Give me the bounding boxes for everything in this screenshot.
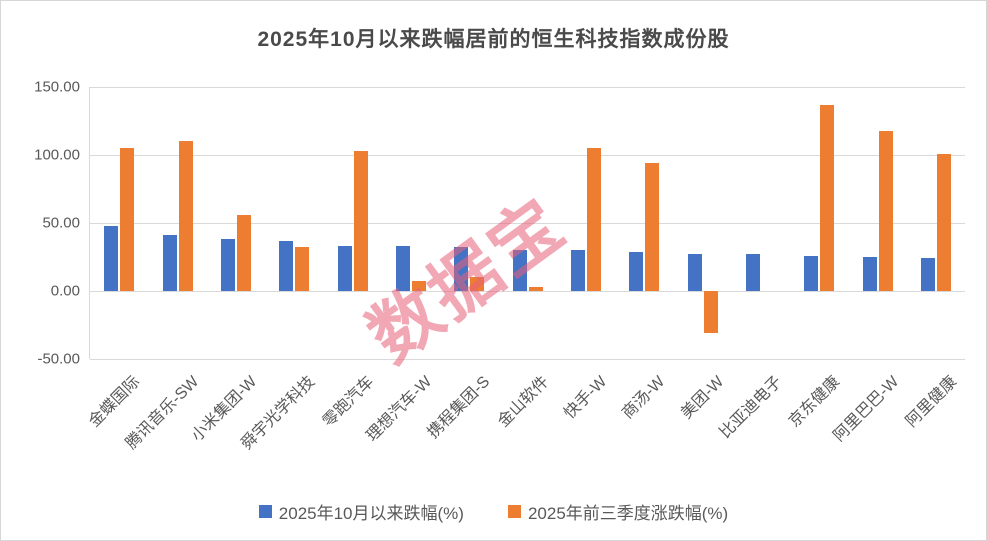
bar-decline-阿里健康: [920, 258, 935, 291]
bar-ytd-携程集团-S: [470, 277, 485, 291]
legend: 2025年10月以来跌幅(%) 2025年前三季度涨跌幅(%): [1, 499, 986, 524]
bar-ytd-理想汽车-W: [411, 281, 426, 291]
bar-decline-携程集团-S: [454, 247, 469, 291]
gridline-0: [90, 291, 965, 292]
gridline-150: [90, 87, 965, 88]
bar-decline-金山软件: [512, 250, 527, 291]
legend-item-decline: 2025年10月以来跌幅(%): [258, 499, 464, 524]
y-tick-label: 150.00: [34, 78, 80, 96]
bar-decline-快手-W: [570, 250, 585, 291]
legend-swatch-icon: [258, 505, 272, 518]
bar-ytd-舜宇光学科技: [295, 247, 310, 291]
bar-ytd-阿里健康: [936, 153, 951, 291]
bar-decline-阿里巴巴-W: [862, 257, 877, 291]
y-tick-label: -50.00: [37, 350, 80, 368]
bar-decline-金蝶国际: [104, 225, 119, 291]
bar-decline-小米集团-W: [220, 239, 235, 291]
x-tick-label-美团-W: 美团-W: [677, 373, 727, 423]
legend-item-ytd: 2025年前三季度涨跌幅(%): [507, 499, 729, 524]
bar-ytd-阿里巴巴-W: [878, 130, 893, 291]
x-tick-label-商汤-W: 商汤-W: [619, 373, 669, 423]
x-tick-label-金山软件: 金山软件: [494, 373, 552, 431]
gridline-100: [90, 155, 965, 156]
bar-ytd-美团-W: [703, 291, 718, 334]
bar-decline-美团-W: [687, 254, 702, 291]
bar-decline-商汤-W: [629, 251, 644, 291]
bar-ytd-快手-W: [586, 148, 601, 291]
bar-ytd-商汤-W: [645, 163, 660, 291]
bar-decline-零跑汽车: [337, 246, 352, 291]
legend-label: 2025年10月以来跌幅(%): [278, 504, 464, 523]
bar-decline-理想汽车-W: [395, 246, 410, 291]
gridline-50: [90, 223, 965, 224]
bar-decline-腾讯音乐-SW: [162, 235, 177, 291]
legend-label: 2025年前三季度涨跌幅(%): [527, 504, 729, 523]
bar-ytd-零跑汽车: [353, 150, 368, 291]
plot-area: 150.00 100.00 50.00 0.00 -50.00 金蝶国际 腾讯音乐-SW 小…: [34, 79, 965, 453]
chart-title: 2025年10月以来跌幅居前的恒生科技指数成份股: [257, 28, 730, 51]
y-tick-label: 100.00: [34, 146, 80, 164]
x-tick-label-比亚迪电子: 比亚迪电子: [716, 373, 786, 442]
legend-swatch-icon: [507, 505, 521, 518]
bar-ytd-腾讯音乐-SW: [178, 141, 193, 291]
bar-decline-比亚迪电子: [745, 254, 760, 291]
x-tick-label-阿里健康: 阿里健康: [902, 373, 961, 431]
bar-decline-京东健康: [804, 255, 819, 291]
bar-ytd-金蝶国际: [120, 148, 135, 291]
bar-decline-舜宇光学科技: [279, 240, 294, 291]
x-tick-label-携程集团-S: 携程集团-S: [424, 373, 494, 442]
bar-ytd-京东健康: [820, 104, 835, 291]
x-tick-label-快手-W: 快手-W: [560, 373, 611, 423]
y-tick-label: 0.00: [50, 282, 80, 300]
bar-ytd-小米集团-W: [236, 214, 251, 291]
y-tick-label: 50.00: [42, 214, 80, 232]
bar-ytd-金山软件: [528, 286, 543, 291]
gridline--50: [90, 359, 965, 360]
